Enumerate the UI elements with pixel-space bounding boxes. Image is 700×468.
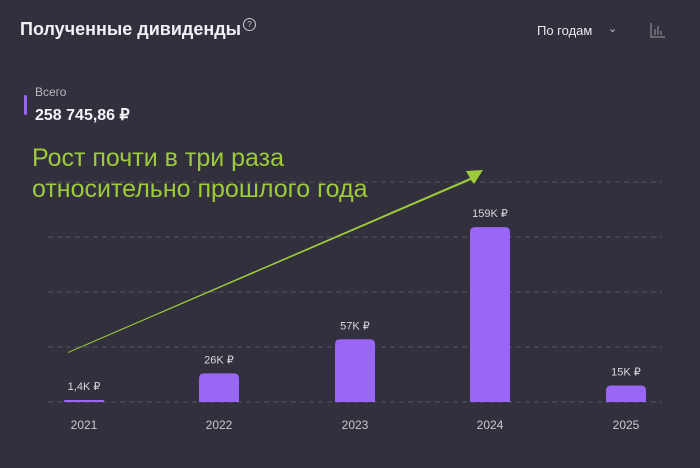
annotation-line-2: относительно прошлого года [32,175,368,203]
period-select[interactable]: По годам [537,23,593,38]
total-label: Всего [35,85,67,99]
x-tick-label: 2024 [477,418,504,432]
bar-value-label: 26K ₽ [204,354,234,366]
annotation-line-1: Рост почти в три раза [32,144,285,172]
bar-chart-icon[interactable] [650,22,666,38]
bar-value-label: 159K ₽ [472,208,508,220]
chevron-down-icon[interactable]: ⌄ [608,23,618,35]
x-tick-label: 2023 [342,418,369,432]
bar-value-label: 1,4K ₽ [68,381,101,393]
bar [335,339,375,402]
total-value: 258 745,86 ₽ [35,107,130,124]
bar-value-label: 15K ₽ [611,367,641,379]
bar [606,385,646,402]
bar [470,227,510,402]
x-tick-label: 2025 [613,418,640,432]
page-title: Полученные дивиденды [20,19,242,39]
growth-annotation: Рост почти в три раза относительно прошл… [32,143,368,205]
x-tick-label: 2022 [206,418,233,432]
x-tick-label: 2021 [71,418,98,432]
bar [199,373,239,402]
growth-arrow [68,170,483,353]
bar [64,400,104,402]
help-icon[interactable]: ? [243,18,256,31]
total-marker [24,95,27,115]
bar-value-label: 57K ₽ [340,320,370,332]
